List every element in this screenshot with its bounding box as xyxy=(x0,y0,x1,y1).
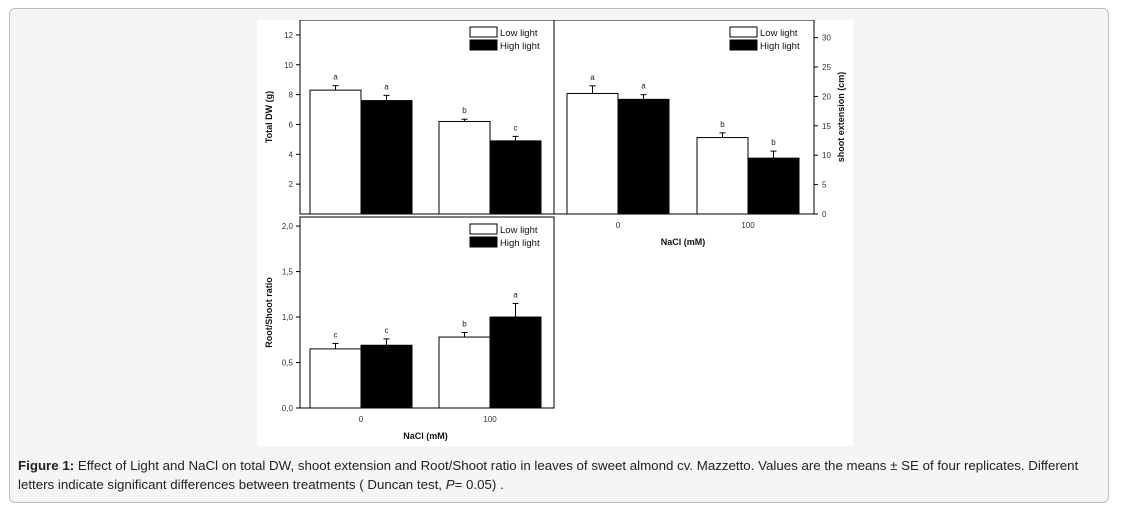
bar-high-light xyxy=(360,100,413,215)
caption-text: Effect of Light and NaCl on total DW, sh… xyxy=(18,458,1079,492)
ytick-label: 20 xyxy=(822,92,831,101)
ytick-label: 4 xyxy=(289,150,294,159)
legend-label: High light xyxy=(500,41,540,52)
significance-letter: a xyxy=(590,73,595,82)
xtick-label: 100 xyxy=(483,415,497,424)
y-axis-label: shoot extension (cm) xyxy=(836,72,846,163)
legend-swatch-low-light xyxy=(469,223,498,235)
y-axis-label: Root/Shoot ratio xyxy=(264,277,274,348)
bar-low-light xyxy=(438,120,491,215)
ytick-label: 10 xyxy=(284,61,293,70)
caption-end: = 0.05) . xyxy=(454,477,504,492)
ytick-label: 12 xyxy=(284,31,293,40)
legend-label: Low light xyxy=(500,225,538,236)
ytick-label: 8 xyxy=(289,91,294,100)
legend-swatch-low-light xyxy=(469,26,498,38)
legend-swatch-high-light xyxy=(729,39,758,51)
bar-low-light xyxy=(438,336,491,409)
legend-label: High light xyxy=(500,238,540,249)
ytick-label: 1,5 xyxy=(282,268,294,277)
ytick-label: 5 xyxy=(822,181,827,190)
significance-letter: a xyxy=(384,82,389,91)
significance-letter: a xyxy=(333,73,338,82)
ytick-label: 0 xyxy=(822,210,827,219)
ytick-label: 2,0 xyxy=(282,222,294,231)
xtick-label: 0 xyxy=(616,221,621,230)
significance-letter: c xyxy=(334,330,338,339)
bar-low-light xyxy=(566,92,619,215)
ytick-label: 0,0 xyxy=(282,404,294,413)
y-axis-label: Total DW (g) xyxy=(264,91,274,143)
xtick-label: 100 xyxy=(741,221,755,230)
significance-letter: c xyxy=(514,123,518,132)
significance-letter: b xyxy=(720,120,725,129)
bar-high-light xyxy=(747,157,800,215)
figure-image: 2 4 6 8 10 12 Total DW (g) a b a c Low light High li… xyxy=(257,19,853,446)
legend-swatch-low-light xyxy=(729,26,758,38)
ytick-label: 15 xyxy=(822,122,831,131)
caption-label: Figure 1: xyxy=(18,458,75,473)
bar-high-light xyxy=(360,344,413,409)
legend-swatch-high-light xyxy=(469,39,498,51)
bar-low-light xyxy=(696,137,749,215)
significance-letter: b xyxy=(462,106,467,115)
panel-2-frame xyxy=(553,19,815,215)
significance-letter: b xyxy=(462,320,467,329)
bar-high-light xyxy=(617,98,670,215)
significance-letter: b xyxy=(771,138,776,147)
ytick-label: 0,5 xyxy=(282,359,294,368)
bar-high-light xyxy=(489,316,542,409)
ytick-label: 1,0 xyxy=(282,313,294,322)
ytick-label: 30 xyxy=(822,34,831,43)
legend-label: High light xyxy=(760,41,800,52)
x-axis-label: NaCl (mM) xyxy=(403,431,448,441)
significance-letter: c xyxy=(385,326,389,335)
ytick-label: 2 xyxy=(289,180,294,189)
ytick-label: 6 xyxy=(289,120,294,129)
significance-letter: a xyxy=(641,82,646,91)
figure-charts: 2 4 6 8 10 12 Total DW (g) a b a c Low light High li… xyxy=(264,19,846,441)
panel-3-frame xyxy=(299,216,555,409)
bar-high-light xyxy=(489,140,542,215)
significance-letter: a xyxy=(513,290,518,299)
figure-caption: Figure 1: Effect of Light and NaCl on to… xyxy=(18,456,1103,494)
xtick-label: 0 xyxy=(359,415,364,424)
bar-low-light xyxy=(309,348,362,409)
ytick-label: 25 xyxy=(822,63,831,72)
ytick-label: 10 xyxy=(822,151,831,160)
x-axis-label: NaCl (mM) xyxy=(661,237,706,247)
caption-p: P xyxy=(445,477,455,492)
legend-label: Low light xyxy=(500,28,538,39)
bar-low-light xyxy=(309,89,362,215)
legend-label: Low light xyxy=(760,28,798,39)
legend-swatch-high-light xyxy=(469,236,498,248)
